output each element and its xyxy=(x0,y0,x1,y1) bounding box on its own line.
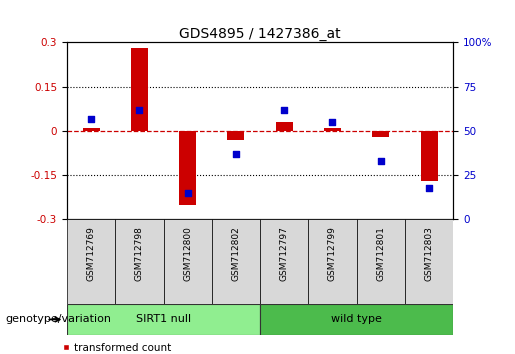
Bar xyxy=(67,219,115,304)
Point xyxy=(183,190,192,196)
Bar xyxy=(308,219,356,304)
Point xyxy=(376,158,385,164)
Text: GSM712769: GSM712769 xyxy=(87,226,96,281)
Text: wild type: wild type xyxy=(331,314,382,325)
Text: GSM712801: GSM712801 xyxy=(376,226,385,281)
Bar xyxy=(82,128,99,131)
Point xyxy=(135,107,144,113)
Bar xyxy=(115,219,163,304)
Bar xyxy=(372,131,389,137)
Bar xyxy=(67,304,260,335)
Bar xyxy=(421,131,438,181)
Bar xyxy=(260,304,453,335)
Legend: transformed count, percentile rank within the sample: transformed count, percentile rank withi… xyxy=(62,343,250,354)
Point xyxy=(87,116,95,121)
Point xyxy=(280,107,288,113)
Bar xyxy=(405,219,453,304)
Point xyxy=(425,185,433,190)
Bar xyxy=(276,122,293,131)
Bar xyxy=(131,48,148,131)
Text: GSM712800: GSM712800 xyxy=(183,226,192,281)
Text: GSM712799: GSM712799 xyxy=(328,226,337,281)
Text: SIRT1 null: SIRT1 null xyxy=(136,314,191,325)
Bar xyxy=(179,131,196,205)
Text: GSM712802: GSM712802 xyxy=(231,226,241,281)
Point xyxy=(329,119,337,125)
Bar xyxy=(356,219,405,304)
Bar xyxy=(163,219,212,304)
Bar xyxy=(260,219,308,304)
Bar xyxy=(228,131,245,140)
Bar xyxy=(324,128,341,131)
Point xyxy=(232,151,240,157)
Text: genotype/variation: genotype/variation xyxy=(5,314,111,325)
Text: GSM712803: GSM712803 xyxy=(424,226,434,281)
Text: GSM712798: GSM712798 xyxy=(135,226,144,281)
Title: GDS4895 / 1427386_at: GDS4895 / 1427386_at xyxy=(179,28,341,41)
Text: GSM712797: GSM712797 xyxy=(280,226,289,281)
Bar xyxy=(212,219,260,304)
